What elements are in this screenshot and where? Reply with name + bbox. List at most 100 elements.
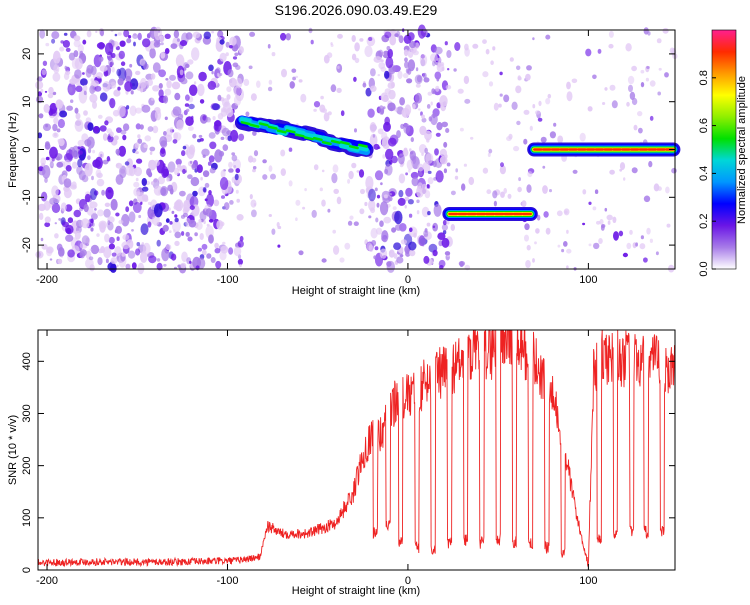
spectrogram-noise-cell bbox=[365, 176, 374, 190]
spectrogram-noise-cell bbox=[430, 53, 438, 63]
spectrogram-noise-cell bbox=[40, 191, 48, 202]
spectrogram-noise-cell bbox=[295, 217, 298, 221]
spectrogram-noise-cell bbox=[58, 100, 64, 107]
spectrogram-noise-cell bbox=[233, 94, 242, 106]
spectrogram-noise-cell bbox=[80, 78, 88, 86]
spectrogram-noise-cell bbox=[68, 52, 75, 61]
spectrogram-noise-cell bbox=[658, 67, 662, 71]
spectrogram-noise-cell bbox=[122, 234, 130, 241]
spectrogram-noise-cell bbox=[450, 190, 456, 196]
spectrogram-noise-cell bbox=[337, 65, 340, 69]
spectrogram-noise-cell bbox=[136, 242, 141, 247]
spectrogram-noise-cell bbox=[323, 54, 330, 64]
spectrogram-noise-cell bbox=[493, 102, 499, 111]
spectrogram-noise-cell bbox=[229, 77, 237, 88]
spectrogram-noise-cell bbox=[94, 208, 97, 211]
spectrogram-noise-cell bbox=[37, 91, 43, 97]
spectrogram-noise-cell bbox=[52, 123, 58, 132]
spectrogram-noise-cell bbox=[384, 163, 393, 176]
spectrogram-noise-cell bbox=[423, 255, 430, 264]
spectrogram-noise-cell bbox=[153, 203, 163, 218]
spectrogram-noise-cell bbox=[150, 181, 154, 186]
spectrogram-noise-cell bbox=[400, 239, 407, 245]
spectrogram-noise-cell bbox=[93, 126, 100, 133]
spectrogram-noise-cell bbox=[85, 258, 94, 269]
spectrogram-noise-cell bbox=[141, 242, 145, 245]
spectrogram-noise-cell bbox=[394, 33, 399, 37]
spectrogram-noise-cell bbox=[388, 192, 392, 196]
spectrogram-noise-cell bbox=[532, 258, 535, 263]
spectrogram-noise-cell bbox=[470, 136, 474, 140]
spectrogram-noise-cell bbox=[211, 31, 215, 34]
spectrogram-noise-cell bbox=[488, 81, 494, 87]
spectrogram-noise-cell bbox=[250, 93, 257, 101]
spectrogram-noise-cell bbox=[439, 156, 448, 165]
spectrogram-noise-cell bbox=[549, 189, 552, 193]
spectrogram-noise-cell bbox=[507, 193, 512, 199]
spectrogram-noise-cell bbox=[149, 151, 153, 156]
spectrogram-noise-cell bbox=[649, 115, 654, 121]
spectrogram-noise-cell bbox=[402, 148, 409, 157]
spectrogram-noise-cell bbox=[185, 63, 190, 68]
spectrogram-ytick-label: 10 bbox=[21, 96, 33, 108]
spectrogram-xlabel: Height of straight line (km) bbox=[292, 285, 420, 297]
spectrogram-tone-mark bbox=[357, 143, 368, 148]
colorbar-tick-label: 0.4 bbox=[698, 166, 710, 181]
spectrogram-noise-cell bbox=[404, 123, 408, 129]
spectrogram-noise-cell bbox=[105, 186, 114, 200]
spectrogram-noise-cell bbox=[441, 121, 449, 128]
spectrogram-noise-cell bbox=[191, 47, 200, 61]
spectrogram-noise-cell bbox=[446, 220, 450, 225]
spectrogram-noise-cell bbox=[49, 197, 58, 205]
spectrogram-noise-cell bbox=[39, 212, 44, 220]
spectrogram-noise-cell bbox=[137, 32, 142, 41]
spectrogram-noise-cell bbox=[434, 148, 439, 156]
spectrogram-noise-cell bbox=[96, 233, 100, 237]
spectrogram-tone-mark bbox=[239, 117, 252, 124]
spectrogram-noise-cell bbox=[43, 103, 50, 113]
spectrogram-noise-cell bbox=[655, 251, 659, 256]
spectrogram-noise-cell bbox=[262, 159, 267, 164]
spectrogram-noise-cell bbox=[176, 119, 184, 131]
spectrogram-noise-cell bbox=[499, 71, 503, 76]
spectrogram-noise-cell bbox=[408, 213, 413, 218]
spectrogram-noise-cell bbox=[162, 163, 166, 168]
spectrogram-noise-cell bbox=[185, 116, 194, 126]
spectrogram-noise-cell bbox=[439, 148, 447, 158]
spectrogram-noise-cell bbox=[499, 93, 503, 97]
spectrogram-noise-cell bbox=[115, 174, 124, 185]
spectrogram-noise-cell bbox=[375, 217, 379, 223]
spectrogram-noise-cell bbox=[336, 87, 342, 94]
spectrogram-noise-cell bbox=[349, 215, 354, 220]
spectrogram-noise-cell bbox=[421, 152, 424, 156]
spectrogram-noise-cell bbox=[142, 242, 151, 255]
spectrogram-noise-cell bbox=[162, 224, 169, 232]
spectrogram-noise-cell bbox=[84, 139, 92, 147]
spectrogram-noise-cell bbox=[582, 189, 587, 195]
spectrogram-noise-cell bbox=[364, 45, 373, 58]
spectrogram-noise-cell bbox=[199, 138, 204, 142]
spectrogram-noise-cell bbox=[189, 260, 192, 264]
spectrogram-noise-cell bbox=[128, 35, 132, 39]
spectrogram-noise-cell bbox=[333, 188, 340, 194]
spectrogram-noise-cell bbox=[40, 237, 44, 242]
snr-background bbox=[38, 330, 675, 570]
spectrogram-noise-cell bbox=[631, 97, 638, 106]
spectrogram-noise-cell bbox=[229, 45, 233, 49]
spectrogram-noise-cell bbox=[95, 156, 103, 169]
spectrogram-noise-cell bbox=[543, 211, 549, 218]
spectrogram-noise-cell bbox=[217, 94, 222, 102]
spectrogram-noise-cell bbox=[631, 167, 638, 174]
spectrogram-noise-cell bbox=[83, 110, 88, 116]
spectrogram-noise-cell bbox=[130, 90, 134, 95]
spectrogram-noise-cell bbox=[425, 153, 434, 164]
spectrogram-noise-cell bbox=[566, 248, 572, 254]
spectrogram-noise-cell bbox=[195, 221, 203, 230]
spectrogram-noise-cell bbox=[432, 60, 436, 67]
spectrogram-noise-cell bbox=[434, 46, 443, 55]
spectrogram-noise-cell bbox=[90, 244, 100, 255]
spectrogram-noise-cell bbox=[57, 258, 63, 265]
spectrogram-noise-cell bbox=[423, 230, 429, 237]
spectrogram-noise-cell bbox=[81, 218, 90, 229]
